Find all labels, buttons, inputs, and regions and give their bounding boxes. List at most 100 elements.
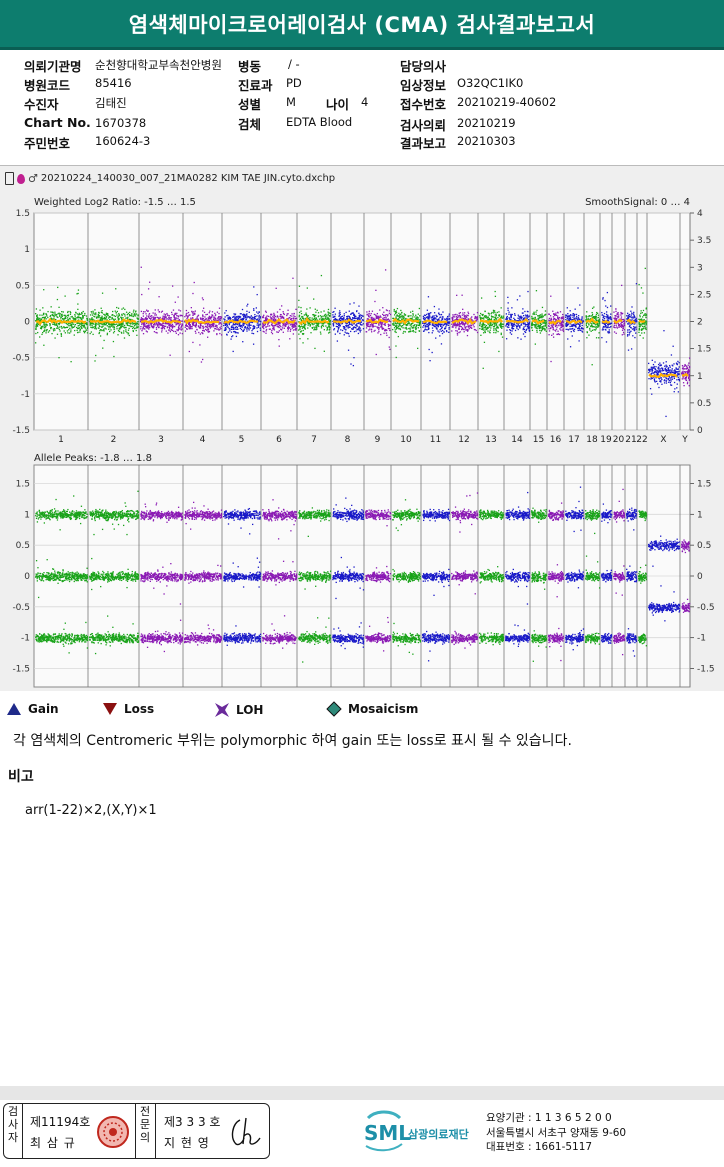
data-point [527, 316, 529, 318]
data-point [294, 329, 296, 331]
data-point [61, 315, 63, 317]
data-point [464, 327, 467, 329]
chromosome-column-17 [565, 213, 585, 430]
data-point [232, 319, 234, 321]
data-point [328, 331, 331, 333]
data-point [286, 321, 288, 324]
data-point [165, 316, 167, 318]
data-point [45, 318, 47, 320]
data-point [591, 311, 593, 314]
data-point [588, 324, 590, 326]
data-point [209, 310, 211, 312]
data-point [605, 313, 608, 316]
data-point [558, 324, 560, 327]
data-point [446, 330, 448, 333]
data-point [388, 324, 390, 326]
data-point [607, 323, 609, 326]
data-point [239, 327, 242, 329]
data-point [448, 326, 450, 329]
data-point [246, 315, 248, 317]
data-point [58, 306, 60, 308]
data-point [380, 333, 382, 336]
chromosome-tick-label: 18 [586, 435, 598, 445]
chromosome-tick-label: 6 [276, 435, 282, 445]
data-point [36, 324, 39, 326]
data-point [338, 323, 340, 325]
data-point [527, 327, 529, 329]
receipt-label: 접수번호 [400, 97, 447, 112]
chromosome-tick-label: 5 [239, 435, 245, 445]
data-point [343, 315, 345, 317]
data-point [98, 324, 100, 326]
data-point [216, 317, 219, 319]
data-point [445, 324, 447, 326]
data-point [342, 319, 345, 321]
data-point [429, 323, 431, 326]
data-point [98, 332, 100, 335]
data-point [199, 317, 202, 319]
data-point [136, 325, 138, 327]
data-point [528, 326, 531, 328]
data-point [394, 312, 397, 314]
data-point [172, 325, 174, 327]
data-point [282, 316, 285, 319]
data-point [512, 325, 514, 327]
data-point [381, 328, 384, 330]
data-point [76, 329, 78, 331]
data-point [230, 338, 232, 340]
data-point [534, 318, 536, 320]
chromosome-column-12 [451, 213, 479, 430]
data-point [440, 314, 442, 316]
data-point [163, 327, 165, 329]
data-point [333, 322, 335, 324]
data-point [635, 332, 637, 334]
data-point [613, 326, 615, 328]
data-point [394, 322, 396, 324]
data-point [124, 315, 126, 317]
data-point [278, 326, 280, 329]
data-point [142, 326, 145, 329]
data-point [142, 333, 145, 335]
data-point [290, 328, 292, 331]
data-point [498, 314, 500, 316]
data-point [129, 311, 131, 314]
data-point [283, 313, 285, 316]
data-point [514, 313, 516, 315]
data-point [99, 322, 102, 325]
data-point [35, 325, 38, 327]
data-point [367, 325, 369, 327]
data-point [501, 317, 504, 319]
data-point [405, 324, 407, 326]
data-point [86, 317, 88, 320]
data-point [66, 314, 69, 317]
data-point [140, 319, 143, 322]
data-point [348, 326, 350, 328]
data-point [152, 325, 154, 327]
data-point [36, 322, 38, 325]
data-point [418, 324, 420, 326]
data-point [349, 318, 351, 320]
data-point [184, 316, 186, 318]
data-point [481, 328, 483, 331]
data-point [279, 308, 281, 311]
data-point [487, 319, 489, 321]
data-point [149, 315, 152, 317]
data-point [606, 319, 609, 321]
data-point [334, 307, 336, 309]
data-point [463, 315, 466, 317]
data-point [291, 315, 293, 317]
log2-ratio-panel: 1.510.50-0.5-1-1.543.532.521.510.501 2 3 4 5… [12, 209, 711, 445]
data-point [313, 314, 315, 316]
chromosome-column-16 [548, 213, 565, 430]
data-point [305, 313, 308, 316]
data-point [280, 317, 282, 320]
data-point [194, 313, 196, 316]
data-point [317, 312, 320, 314]
data-point [459, 312, 462, 314]
data-point [382, 328, 385, 330]
data-point [51, 318, 53, 321]
data-point [43, 321, 45, 324]
data-point [560, 318, 562, 320]
chromosome-tick-label: 16 [550, 435, 562, 445]
data-point [39, 319, 41, 321]
